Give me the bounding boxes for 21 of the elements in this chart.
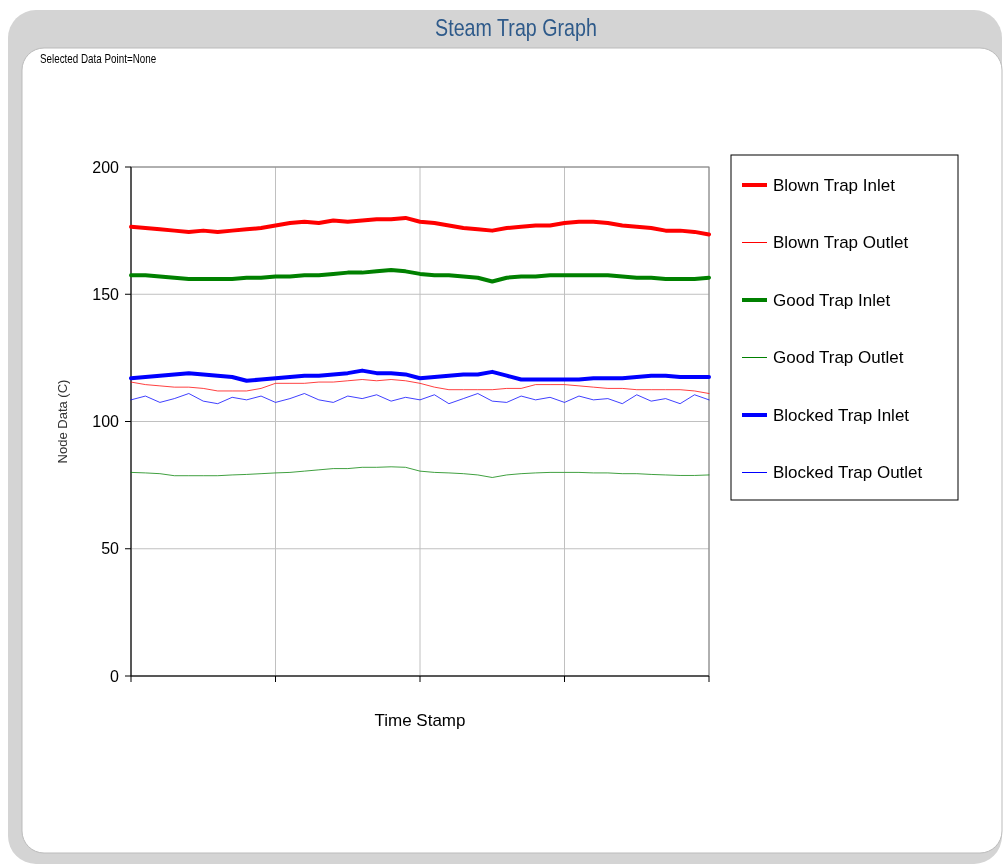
legend-label: Blocked Trap Outlet <box>773 463 923 483</box>
text: Selected Data Point=None <box>40 52 157 66</box>
x-axis-title: Time Stamp <box>374 711 466 730</box>
legend-label: Good Trap Inlet <box>773 290 891 310</box>
chart-title: Steam Trap Graph <box>435 14 597 42</box>
legend-label: Good Trap Outlet <box>773 348 904 368</box>
line-series <box>129 368 711 383</box>
line-series <box>129 215 711 237</box>
legend-label: Blown Trap Inlet <box>773 175 896 195</box>
y-tick-label: 200 <box>92 158 120 176</box>
y-tick-label: 150 <box>92 285 120 303</box>
legend-label: Blocked Trap Inlet <box>773 405 910 425</box>
line-series <box>130 466 710 478</box>
line-series <box>129 268 711 284</box>
y-tick-label: 100 <box>92 413 120 431</box>
legend-label: Blown Trap Outlet <box>773 233 909 253</box>
y-tick-label: 0 <box>110 667 120 685</box>
line-series <box>130 393 710 405</box>
line-series <box>130 379 710 395</box>
y-axis-title: Node Data (C) <box>55 379 70 464</box>
y-tick-label: 50 <box>101 540 120 558</box>
